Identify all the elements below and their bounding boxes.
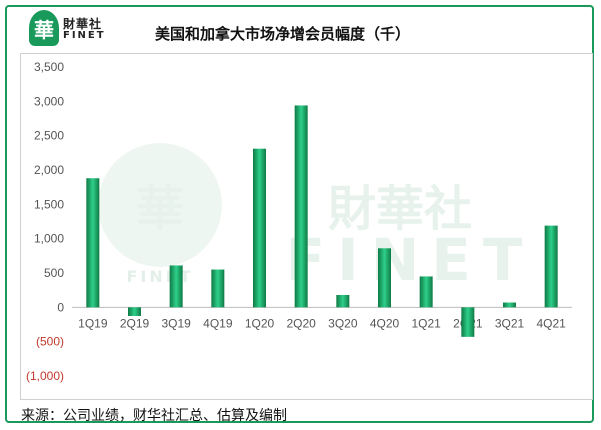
finet-logo-icon: 華 — [29, 10, 59, 46]
x-tick-label: 3Q19 — [161, 316, 191, 330]
axis-layer: 3,500 3,000 2,500 2,000 1,500 1,000 500 0 (500) (… — [26, 60, 572, 383]
watermark-logo-icon — [98, 143, 222, 267]
y-tick-label: 1,500 — [34, 197, 64, 211]
x-tick-label: 3Q21 — [495, 316, 525, 330]
bar-layer — [86, 105, 558, 337]
x-tick-label: 2Q19 — [120, 316, 150, 330]
watermark-text-cn: 財華社 — [328, 181, 472, 237]
x-tick-label: 3Q20 — [328, 316, 358, 330]
brand-name-cn: 財華社 — [63, 17, 103, 31]
bar-1q19 — [86, 178, 100, 308]
bar-2q20 — [294, 105, 308, 308]
source-note: 来源：公司业绩，财华社汇总、估算及编制 — [21, 408, 287, 424]
y-tick-label: 1,000 — [34, 232, 64, 246]
y-tick-label: 3,000 — [34, 94, 64, 108]
bar-4q21 — [544, 225, 558, 308]
y-tick-label: 2,500 — [34, 129, 64, 143]
x-tick-label: 2Q20 — [286, 316, 316, 330]
bar-1q21 — [419, 276, 433, 308]
y-tick-label: (1,000) — [26, 369, 64, 383]
watermark: 華 財華社 FINET FINET — [98, 143, 535, 294]
bar-3q21 — [503, 302, 516, 308]
x-tick-label: 4Q19 — [203, 316, 233, 330]
y-tick-label: (500) — [36, 335, 64, 349]
watermark-logo-char: 華 — [136, 181, 184, 237]
bar-4q20 — [378, 248, 391, 308]
bar-2q21 — [461, 307, 475, 337]
x-tick-label: 4Q20 — [370, 316, 400, 330]
watermark-sub-en: FINET — [126, 267, 193, 286]
plot-area-border — [20, 53, 593, 400]
x-tick-label: 1Q19 — [78, 316, 108, 330]
bar-3q20 — [336, 294, 350, 308]
y-tick-label: 0 — [57, 300, 64, 314]
chart-title: 美国和加拿大市场净增会员幅度（千） — [155, 25, 411, 43]
x-tick-label: 1Q21 — [411, 316, 441, 330]
y-tick-label: 3,500 — [34, 60, 64, 74]
x-tick-label: 4Q21 — [536, 316, 566, 330]
watermark-text-en: FINET — [286, 226, 535, 294]
brand-name-en: FINET — [63, 30, 106, 41]
bar-2q19 — [128, 307, 141, 316]
bar-1q20 — [253, 148, 266, 308]
bar-3q19 — [169, 265, 183, 308]
x-tick-label: 1Q20 — [245, 316, 275, 330]
y-tick-label: 2,000 — [34, 163, 64, 177]
y-tick-label: 500 — [44, 266, 64, 280]
bar-4q19 — [211, 269, 225, 308]
